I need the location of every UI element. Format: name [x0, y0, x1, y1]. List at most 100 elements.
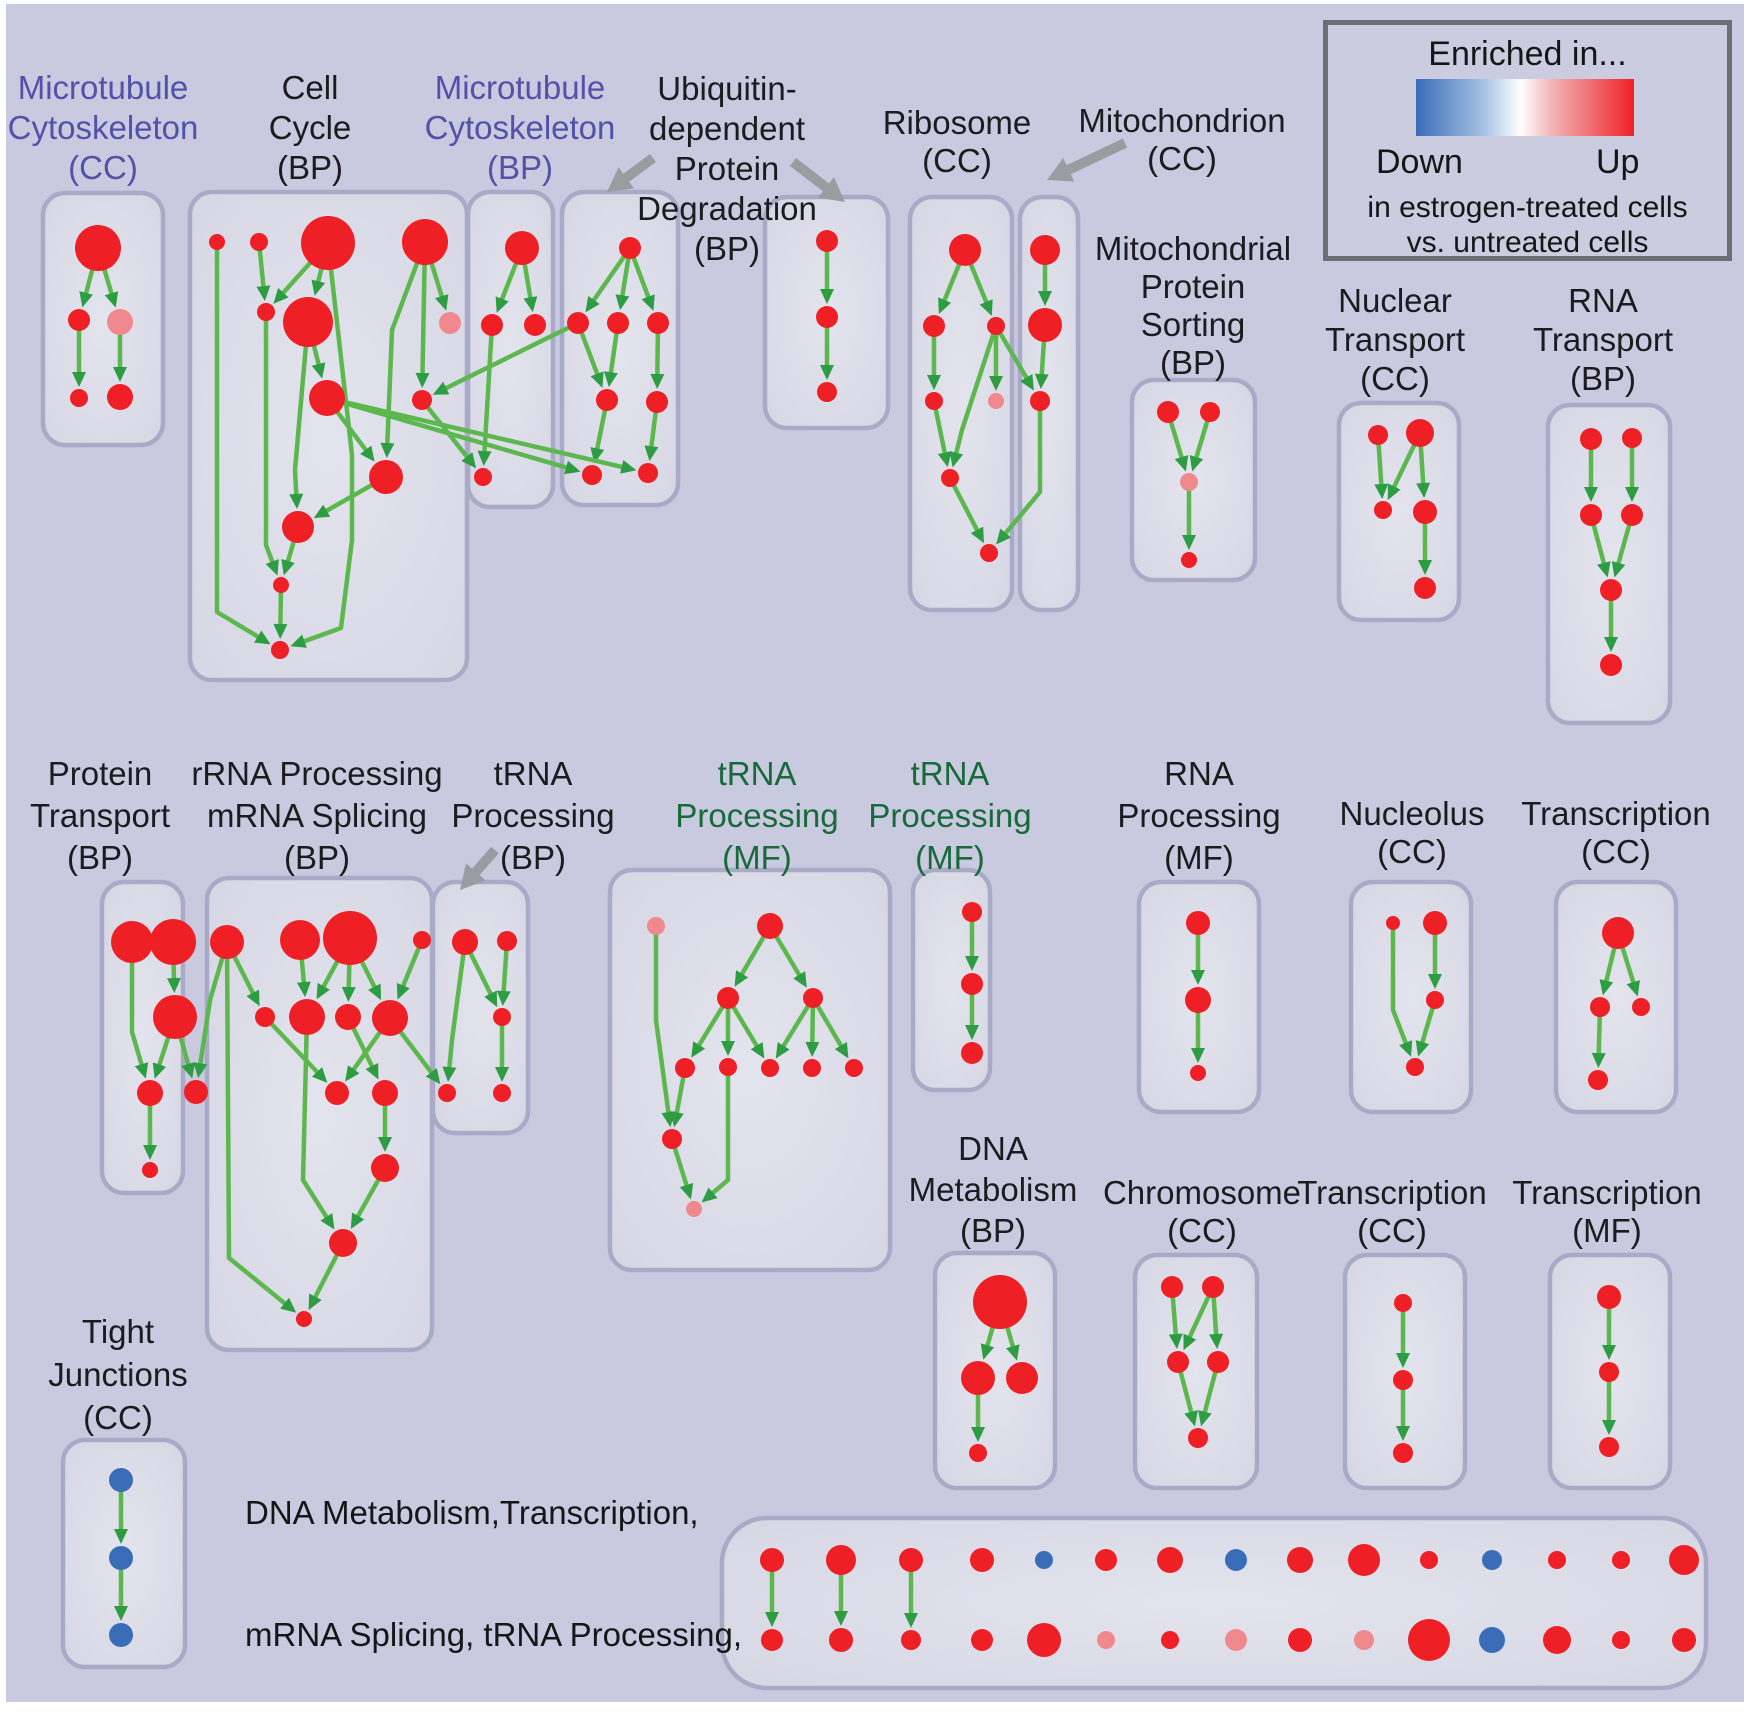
node-cell_cycle-n2: [301, 216, 355, 270]
edge-rrna-t1-m1-arrowhead: [246, 989, 260, 1007]
node-trna_mf_small-c: [961, 1042, 983, 1064]
node-mps-rt: [1200, 402, 1220, 422]
misc-line: DNA Metabolism,Transcription,: [245, 1494, 699, 1531]
group-box-summary: [719, 1515, 1709, 1691]
cross-edge-cell_cycle.n8-mt_bp.b-arrowhead: [461, 452, 477, 469]
node-chromosome-bt: [1188, 1428, 1208, 1448]
edge-trna_mf_big-r2-bt: [709, 1067, 731, 1197]
legend-box: Enriched in... Down Up in estrogen-treat…: [1323, 20, 1732, 261]
node-ribosome-top: [949, 234, 981, 266]
cross-edge-cell_cycle.n7-ubq1.g: [326, 395, 626, 470]
legend-subtitle-line2: vs. untreated cells: [1406, 226, 1649, 259]
node-summary-t13: [1612, 1551, 1630, 1569]
edge-rrna-t1-bt: [224, 941, 289, 1307]
edge-nucleolus-md-bt-arrowhead: [1415, 1040, 1430, 1057]
node-rna_proc-c: [1190, 1065, 1206, 1081]
edge-ubq1-a-d-arrowhead: [590, 371, 604, 388]
edge-summary-t1-b1-arrowhead: [834, 1611, 848, 1626]
node-chromosome-rm: [1207, 1351, 1229, 1373]
node-rrna-t1: [210, 925, 244, 959]
group-label-cell_cycle: Cell: [282, 69, 339, 106]
node-rrna-t3: [323, 911, 377, 965]
node-rna_tr-rt: [1622, 428, 1642, 448]
cross-edge-ribosome.rm-mito.l: [994, 324, 1030, 382]
node-ubq1-b: [607, 312, 629, 334]
edge-cell_cycle-n9-n10-arrowhead: [313, 504, 331, 519]
edge-ubq1-b-d-arrowhead: [604, 371, 618, 388]
group-label-mps: (BP): [1160, 344, 1226, 381]
edge-dna_met-lm-bt-arrowhead: [971, 1427, 985, 1442]
group-label-prot_tr: Transport: [30, 797, 170, 834]
node-mps-b: [1181, 552, 1197, 568]
group-label-rna_proc: Processing: [1117, 797, 1280, 834]
edge-trna_bp-tl-bl-arrowhead: [442, 1066, 457, 1083]
edge-rrna-t2-m2-arrowhead: [296, 981, 311, 998]
layer-labels: MicrotubuleCytoskeleton(CC)CellCycle(BP)…: [8, 69, 1711, 1436]
node-summary-t0: [760, 1548, 784, 1572]
node-cell_cycle-n10: [282, 511, 314, 543]
edge-trna_mf_big-mr-r4-arrowhead: [805, 1041, 820, 1058]
group-label-tight_junctions: (CC): [83, 1399, 153, 1436]
group-label-nuc_tr: Transport: [1325, 321, 1465, 358]
group-label-rna_tr: RNA: [1568, 282, 1638, 319]
edge-cell_cycle-n2-n5-arrowhead: [311, 279, 326, 296]
group-box-chromosome: [1132, 1252, 1260, 1491]
ubiquitin-pointer-right: [789, 158, 833, 194]
group-label-nuc_tr: (CC): [1360, 360, 1430, 397]
legend-up-label: Up: [1596, 143, 1640, 181]
group-label-mito: Mitochondrion: [1078, 102, 1285, 139]
edge-cell_cycle-n5-n10: [292, 321, 311, 498]
edge-cell_cycle-n2-n12: [300, 242, 355, 645]
edge-ubq1-top-b-arrowhead: [615, 294, 630, 311]
node-chromosome-lt: [1161, 1276, 1183, 1298]
edge-prot_tr-br-bm-arrowhead: [166, 977, 181, 994]
node-trna_bp-tl: [452, 929, 478, 955]
edge-trna_mf_big-lo-bt-arrowhead: [679, 1183, 694, 1200]
edge-cell_cycle-n0-n12-arrowhead: [254, 630, 271, 645]
mitochondrion-pointer-head: [1047, 157, 1075, 182]
edge-trna_bp-m-br-arrowhead: [495, 1067, 509, 1082]
edge-trna_mf_big-tp-mr-arrowhead: [793, 971, 807, 988]
edge-ubq2-a-b-arrowhead: [820, 289, 834, 304]
node-cell_cycle-n6: [439, 312, 461, 334]
edge-trna_bp-tr-m-arrowhead: [496, 990, 511, 1007]
edge-mt_bp-t-l-arrowhead: [495, 296, 509, 313]
node-rna_proc-a: [1186, 911, 1210, 935]
edge-chromosome-rt-lm-arrowhead: [1183, 1333, 1197, 1351]
node-mt_bp-t: [505, 231, 539, 265]
edge-nucleolus-bg-md-arrowhead: [1428, 974, 1442, 989]
node-trna_mf_big-bt: [686, 1201, 702, 1217]
ubiquitin-pointer-left: [620, 153, 656, 185]
node-summary-t12: [1548, 1551, 1566, 1569]
node-ubq2-b: [816, 306, 838, 328]
group-label-tight_junctions: Junctions: [48, 1356, 187, 1393]
group-label-mt_cc: (CC): [68, 149, 138, 186]
cross-edge-ubq1.a-cell_cycle.n8-arrowhead: [432, 381, 450, 395]
node-transcription_mf-b: [1599, 1362, 1619, 1382]
node-summary-t6: [1157, 1547, 1183, 1573]
edge-cell_cycle-n0-n12: [214, 242, 262, 641]
node-prot_tr-bt: [142, 1162, 158, 1178]
node-cell_cycle-n12: [271, 641, 289, 659]
edge-ubq1-top-c-arrowhead: [641, 294, 655, 311]
edge-ribosome-ll-lo: [931, 400, 948, 456]
edge-rna_tr-rm-c-arrowhead: [1611, 561, 1626, 578]
edge-mt_bp-t-r-arrowhead: [523, 296, 538, 313]
node-summary-b12: [1543, 1626, 1571, 1654]
group-label-trna_mf_big: Processing: [675, 797, 838, 834]
edge-trna_mf_big-ml-r2-arrowhead: [721, 1041, 735, 1056]
node-mt_bp-l: [481, 314, 503, 336]
node-summary-t1: [826, 1545, 856, 1575]
edge-transcription_cc2-bg-l-arrowhead: [1599, 979, 1614, 996]
node-trna_mf_big-ml: [717, 987, 739, 1009]
group-label-chromosome: Chromosome: [1103, 1174, 1301, 1211]
node-chromosome-lm: [1167, 1351, 1189, 1373]
node-trna_mf_big-r3: [761, 1059, 779, 1077]
group-label-ubq1: dependent: [649, 110, 805, 147]
node-trna_bp-br: [493, 1084, 511, 1102]
trna-bp-pointer-head: [460, 863, 486, 890]
node-ubq1-g: [638, 463, 658, 483]
group-box-mt_cc: [40, 190, 166, 448]
edge-rna_proc-b-c-arrowhead: [1191, 1048, 1205, 1063]
